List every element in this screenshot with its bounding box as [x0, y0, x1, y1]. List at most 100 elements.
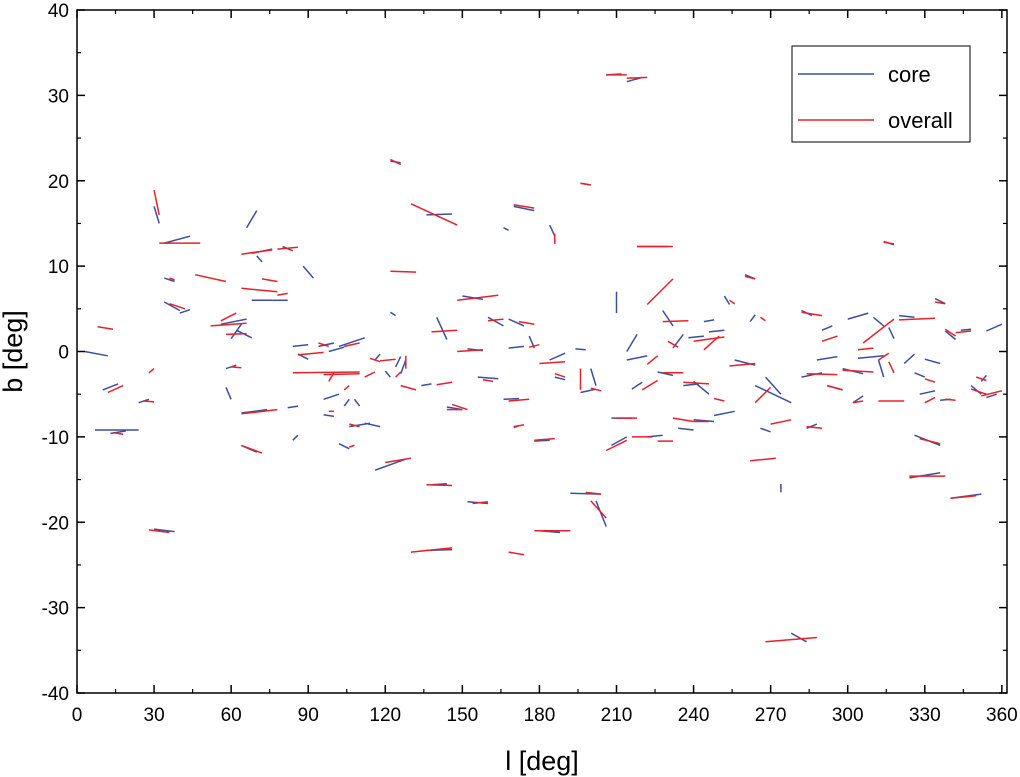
- core-segment: [338, 443, 350, 450]
- y-tick-label: -40: [42, 684, 69, 705]
- overall-segment: [292, 371, 360, 374]
- overall-segment: [318, 342, 330, 348]
- core-segment: [678, 427, 694, 431]
- overall-segment: [431, 329, 458, 333]
- overall-segment: [482, 378, 494, 383]
- overall-segment: [729, 299, 736, 305]
- core-segment: [343, 398, 350, 407]
- core-segment: [503, 227, 509, 231]
- y-tick-label: -30: [42, 599, 69, 620]
- core-segment: [426, 213, 453, 216]
- core-segment: [662, 310, 674, 327]
- series-core: [84, 73, 1003, 643]
- core-segment: [399, 359, 407, 374]
- overall-segment: [518, 320, 535, 325]
- core-segment: [852, 395, 864, 404]
- overall-segment: [451, 403, 468, 411]
- overall-segment: [369, 357, 381, 363]
- core-segment: [302, 265, 314, 279]
- overall-segment: [852, 400, 864, 404]
- core-segment: [944, 330, 957, 341]
- overall-segment: [703, 335, 720, 351]
- core-segment: [708, 329, 725, 333]
- core-segment: [575, 348, 586, 351]
- x-tick-label: 0: [72, 705, 83, 726]
- core-segment: [754, 384, 792, 404]
- overall-segment: [349, 423, 360, 428]
- core-segment: [672, 333, 684, 349]
- core-segment: [760, 427, 771, 433]
- core-segment: [986, 393, 997, 399]
- core-segment: [328, 346, 345, 353]
- overall-segment: [919, 437, 941, 445]
- overall-segment: [148, 368, 155, 374]
- overall-segment: [729, 362, 756, 367]
- core-segment: [657, 371, 674, 377]
- overall-segment: [955, 330, 972, 334]
- overall-segment: [143, 400, 155, 403]
- core-segment: [888, 327, 895, 340]
- overall-segment: [646, 355, 659, 365]
- y-tick-label: 20: [48, 172, 69, 193]
- core-segment: [487, 316, 504, 327]
- overall-segment: [261, 278, 278, 283]
- overall-segment: [945, 398, 956, 401]
- core-segment: [857, 355, 884, 360]
- core-segment: [877, 359, 885, 378]
- overall-segment: [349, 444, 355, 448]
- core-segment: [220, 318, 247, 325]
- overall-segment: [231, 366, 242, 369]
- core-segment: [764, 376, 782, 395]
- legend: core overall: [791, 45, 971, 143]
- core-segment: [723, 295, 731, 305]
- core-segment: [318, 342, 335, 348]
- core-segment: [703, 319, 715, 323]
- overall-segment: [888, 361, 895, 374]
- overall-segment: [297, 351, 324, 356]
- overall-segment: [210, 322, 247, 327]
- overall-segment: [195, 273, 227, 283]
- overall-segment: [754, 386, 772, 404]
- overall-segment: [457, 349, 483, 353]
- core-segment: [389, 311, 397, 317]
- core-segment: [914, 372, 926, 378]
- overall-segment: [646, 278, 674, 306]
- overall-segment: [529, 343, 540, 348]
- core-segment: [292, 434, 299, 441]
- core-segment: [338, 337, 365, 348]
- overall-segment: [857, 347, 874, 351]
- x-tick-label: 180: [524, 705, 556, 726]
- series-overall: [97, 74, 1003, 643]
- core-segment: [970, 385, 982, 395]
- overall-segment: [148, 529, 170, 534]
- overall-segment: [590, 387, 602, 392]
- core-segment: [626, 355, 648, 361]
- core-segment: [323, 413, 335, 418]
- core-segment: [179, 308, 191, 314]
- core-segment: [986, 323, 1003, 332]
- overall-segment: [395, 371, 402, 378]
- core-segment: [749, 314, 756, 323]
- overall-segment: [400, 384, 417, 391]
- overall-segment: [862, 318, 895, 344]
- y-tick-label: 0: [58, 343, 69, 364]
- overall-segment: [821, 335, 838, 343]
- x-tick-label: 150: [447, 705, 479, 726]
- y-tick-label: 10: [48, 257, 69, 278]
- overall-segment: [641, 379, 658, 391]
- overall-segment: [924, 396, 936, 404]
- core-segment: [353, 398, 361, 407]
- overall-segment: [436, 381, 453, 386]
- core-segment: [554, 376, 566, 381]
- overall-segment: [380, 358, 396, 362]
- overall-segment: [970, 388, 987, 395]
- overall-segment: [472, 501, 489, 505]
- overall-segment: [580, 182, 591, 186]
- core-segment: [631, 381, 643, 390]
- core-segment: [790, 632, 807, 643]
- core-segment: [626, 334, 638, 352]
- overall-segment: [241, 408, 278, 415]
- overall-segment: [410, 203, 458, 226]
